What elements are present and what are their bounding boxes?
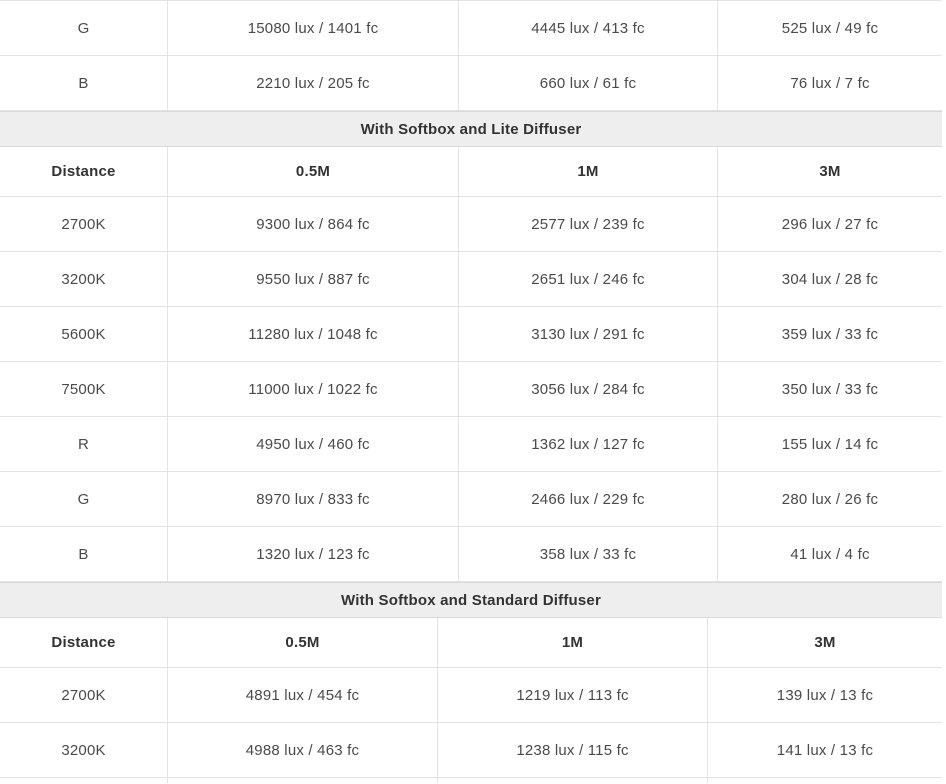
value-cell: 1362 lux / 127 fc <box>459 417 718 471</box>
partial-table-row <box>0 778 942 783</box>
value-cell: 2651 lux / 246 fc <box>459 252 718 306</box>
column-header-cell: 3M <box>819 163 841 180</box>
top-table: G 15080 lux / 1401 fc 4445 lux / 413 fc … <box>0 0 942 111</box>
value-cell <box>438 778 708 783</box>
value-cell <box>708 778 942 783</box>
distance-header-cell: Distance <box>0 618 168 667</box>
table-row: R 4950 lux / 460 fc 1362 lux / 127 fc 15… <box>0 417 942 472</box>
value-cell: 660 lux / 61 fc <box>459 56 718 110</box>
value-cell: 4891 lux / 454 fc <box>168 668 438 722</box>
value-cell: 11000 lux / 1022 fc <box>168 362 459 416</box>
value-cell: 2577 lux / 239 fc <box>459 197 718 251</box>
value-cell: 11280 lux / 1048 fc <box>168 307 459 361</box>
value-cell: 8970 lux / 833 fc <box>168 472 459 526</box>
value-cell: 280 lux / 26 fc <box>781 490 879 508</box>
lite-diffuser-table: Distance 0.5M 1M 3M 2700K 9300 lux / 864… <box>0 147 942 582</box>
column-header-cell: 3M <box>814 634 836 651</box>
value-cell: 296 lux / 27 fc <box>781 215 879 233</box>
value-cell: 76 lux / 7 fc <box>790 74 870 92</box>
value-cell: 2466 lux / 229 fc <box>459 472 718 526</box>
value-cell: 359 lux / 33 fc <box>781 325 879 343</box>
column-header-cell: 1M <box>438 618 708 667</box>
value-cell: 4988 lux / 463 fc <box>168 723 438 777</box>
value-cell: 304 lux / 28 fc <box>781 270 879 288</box>
table-row: G 15080 lux / 1401 fc 4445 lux / 413 fc … <box>0 1 942 56</box>
table-row: 2700K 4891 lux / 454 fc 1219 lux / 113 f… <box>0 668 942 723</box>
row-label-cell: 2700K <box>0 668 168 722</box>
table-row: 7500K 11000 lux / 1022 fc 3056 lux / 284… <box>0 362 942 417</box>
value-cell: 4950 lux / 460 fc <box>168 417 459 471</box>
table-row: 2700K 9300 lux / 864 fc 2577 lux / 239 f… <box>0 197 942 252</box>
value-cell: 1238 lux / 115 fc <box>438 723 708 777</box>
value-cell: 155 lux / 14 fc <box>781 435 879 453</box>
value-cell: 3130 lux / 291 fc <box>459 307 718 361</box>
row-label-cell: 7500K <box>0 362 168 416</box>
value-cell: 358 lux / 33 fc <box>459 527 718 581</box>
value-cell: 139 lux / 13 fc <box>776 686 874 704</box>
header-row: Distance 0.5M 1M 3M <box>0 618 942 668</box>
row-label-cell: R <box>0 417 168 471</box>
value-cell: 4445 lux / 413 fc <box>459 1 718 55</box>
value-cell: 41 lux / 4 fc <box>790 545 870 563</box>
row-label-cell: B <box>0 56 168 110</box>
table-row: B 2210 lux / 205 fc 660 lux / 61 fc 76 l… <box>0 56 942 111</box>
row-label-cell: 5600K <box>0 307 168 361</box>
section-header-lite-diffuser: With Softbox and Lite Diffuser <box>0 111 942 147</box>
table-row: G 8970 lux / 833 fc 2466 lux / 229 fc 28… <box>0 472 942 527</box>
value-cell <box>168 778 438 783</box>
distance-header-cell: Distance <box>0 147 168 196</box>
value-cell: 141 lux / 13 fc <box>776 741 874 759</box>
row-label-cell: G <box>0 1 168 55</box>
table-row: 3200K 4988 lux / 463 fc 1238 lux / 115 f… <box>0 723 942 778</box>
value-cell: 2210 lux / 205 fc <box>168 56 459 110</box>
column-header-cell: 0.5M <box>168 618 438 667</box>
row-label-cell: G <box>0 472 168 526</box>
value-cell: 15080 lux / 1401 fc <box>168 1 459 55</box>
row-label-cell: 3200K <box>0 723 168 777</box>
table-row: 5600K 11280 lux / 1048 fc 3130 lux / 291… <box>0 307 942 362</box>
column-header-cell: 1M <box>459 147 718 196</box>
value-cell: 1219 lux / 113 fc <box>438 668 708 722</box>
table-row: 3200K 9550 lux / 887 fc 2651 lux / 246 f… <box>0 252 942 307</box>
row-label-cell: 3200K <box>0 252 168 306</box>
value-cell: 1320 lux / 123 fc <box>168 527 459 581</box>
column-header-cell: 0.5M <box>168 147 459 196</box>
row-label-cell <box>0 778 168 783</box>
value-cell: 525 lux / 49 fc <box>781 19 879 37</box>
row-label-cell: B <box>0 527 168 581</box>
table-row: B 1320 lux / 123 fc 358 lux / 33 fc 41 l… <box>0 527 942 582</box>
value-cell: 3056 lux / 284 fc <box>459 362 718 416</box>
standard-diffuser-table: Distance 0.5M 1M 3M 2700K 4891 lux / 454… <box>0 618 942 783</box>
section-title: With Softbox and Lite Diffuser <box>360 120 582 138</box>
value-cell: 9300 lux / 864 fc <box>168 197 459 251</box>
value-cell: 9550 lux / 887 fc <box>168 252 459 306</box>
section-header-standard-diffuser: With Softbox and Standard Diffuser <box>0 582 942 618</box>
value-cell: 350 lux / 33 fc <box>781 380 879 398</box>
row-label-cell: 2700K <box>0 197 168 251</box>
section-title: With Softbox and Standard Diffuser <box>341 591 601 609</box>
header-row: Distance 0.5M 1M 3M <box>0 147 942 197</box>
